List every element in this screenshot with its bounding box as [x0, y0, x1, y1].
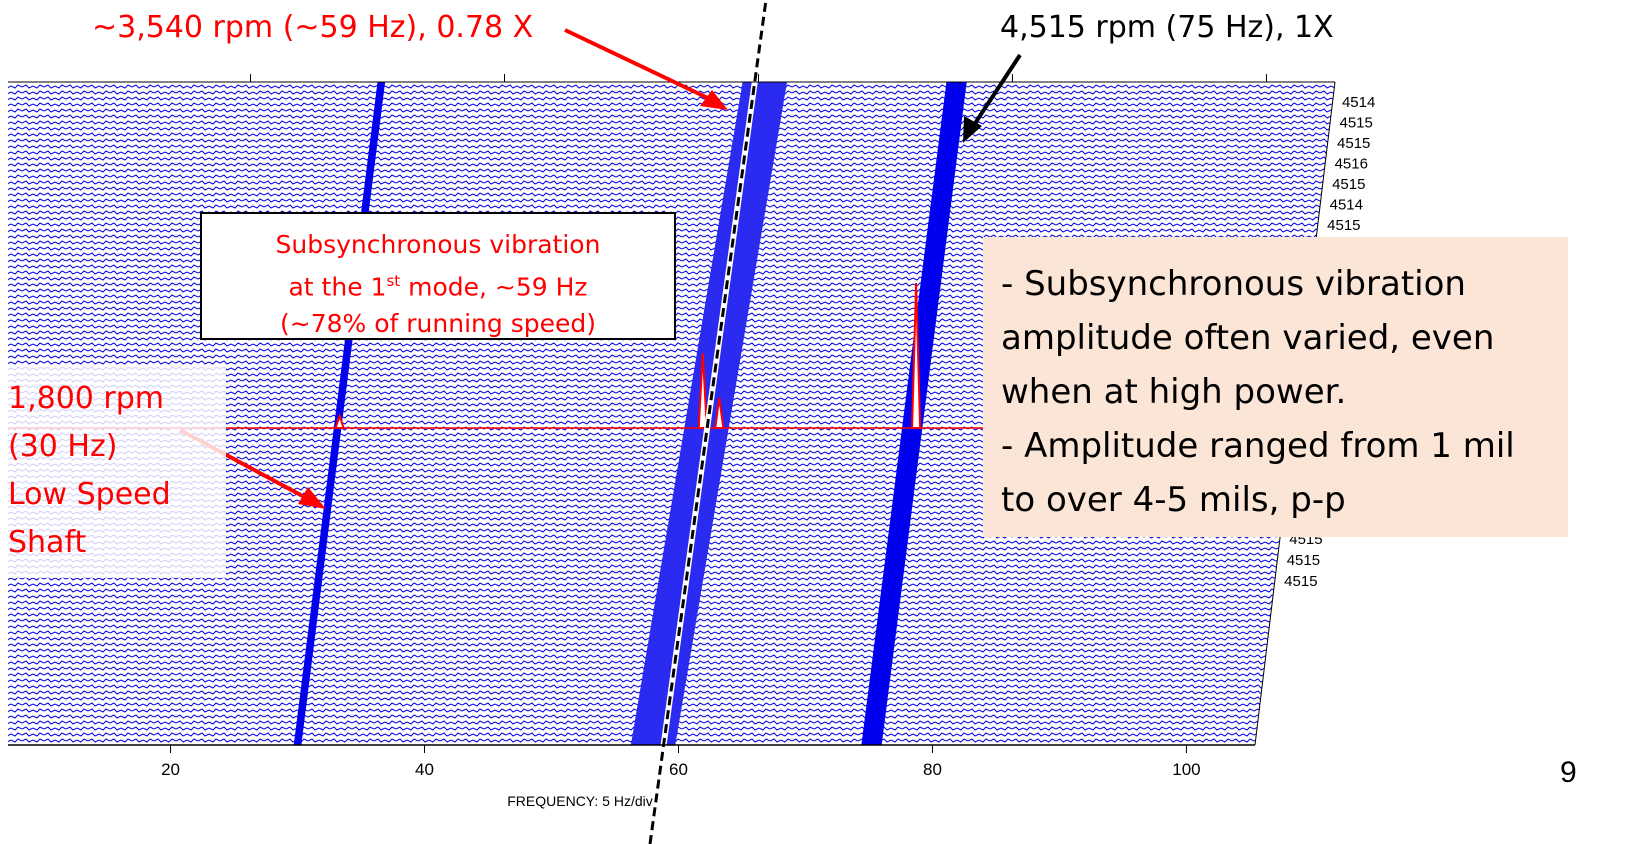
page-number: 9 — [1560, 756, 1577, 789]
arrowhead — [963, 116, 982, 143]
trace-peak — [697, 352, 708, 429]
mode-line: (~78% of running speed) — [280, 309, 596, 339]
low-speed-line: 1,800 rpm — [8, 381, 165, 416]
row-label: 4515 — [1340, 115, 1373, 132]
note: - Amplitude ranged from 1 mil to over 4-… — [1001, 426, 1515, 520]
low-speed-box: 1,800 rpm (30 Hz) Low Speed Shaft — [0, 365, 226, 578]
x-tick-label: 60 — [669, 760, 688, 779]
row-label: 4514 — [1330, 197, 1363, 214]
mode-line: at the 1st mode, ~59 Hz — [202, 263, 674, 305]
row-label: 4515 — [1332, 176, 1365, 193]
arrowhead — [700, 90, 728, 110]
low-speed-line: (30 Hz) — [8, 429, 118, 464]
notes-box: - Subsynchronous vibration amplitude oft… — [983, 237, 1568, 537]
x-tick-label: 100 — [1172, 760, 1200, 779]
arrow — [970, 53, 1022, 130]
mode-text: at the 1 — [288, 272, 387, 302]
row-label: 4514 — [1342, 94, 1375, 111]
row-label: 4516 — [1335, 156, 1368, 173]
superscript: st — [386, 272, 401, 290]
row-label: 4515 — [1284, 573, 1317, 590]
arrow — [564, 28, 713, 102]
trace-peak — [334, 412, 345, 429]
x-tick-label: 20 — [161, 760, 180, 779]
x-tick-label: 80 — [923, 760, 942, 779]
annotation: 4,515 rpm (75 Hz), 1X — [1000, 10, 1334, 45]
x-axis-label: FREQUENCY: 5 Hz/div — [507, 793, 652, 809]
trace-peak — [714, 397, 725, 429]
arrowhead — [298, 487, 326, 509]
highlight-trace — [8, 282, 1005, 429]
row-label: 4515 — [1287, 552, 1320, 569]
trace-peak — [911, 282, 922, 429]
mode-line: Subsynchronous vibration — [275, 230, 601, 259]
tracking-line — [648, 0, 768, 844]
annotation: ~3,540 rpm (~59 Hz), 0.78 X — [92, 10, 534, 45]
low-speed-line: Low Speed — [8, 477, 171, 512]
mode-box: Subsynchronous vibration at the 1st mode… — [200, 212, 676, 340]
x-tick-label: 40 — [415, 760, 434, 779]
note: - Subsynchronous vibration amplitude oft… — [1001, 264, 1495, 412]
mode-text: mode, ~59 Hz — [400, 272, 588, 302]
row-label: 4515 — [1327, 217, 1360, 234]
axis-group: 20 40 60 80 100 4514 4515 4515 4516 4515 4514 4515 4… — [161, 74, 1375, 779]
row-label: 4515 — [1337, 135, 1370, 152]
low-speed-line: Shaft — [8, 525, 87, 560]
